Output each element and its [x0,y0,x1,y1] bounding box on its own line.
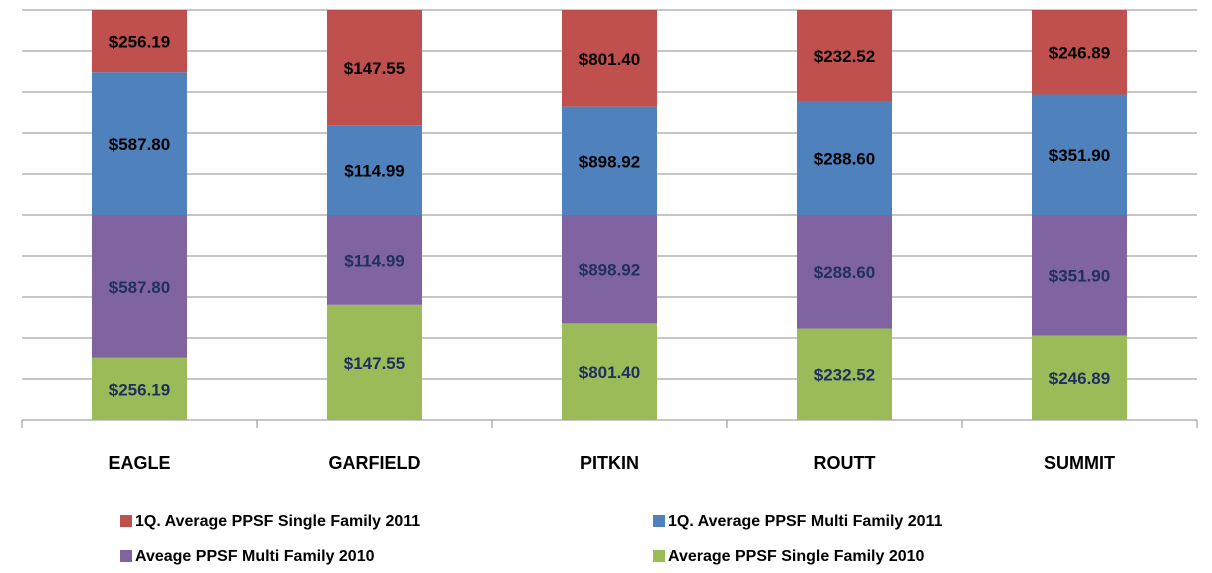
bar-segment [797,328,892,420]
legend-label: Average PPSF Single Family 2010 [668,548,925,565]
data-label: $351.90 [1049,146,1110,165]
bar-segment [92,72,187,215]
bar-segment [92,357,187,420]
data-label: $246.89 [1049,369,1110,388]
legend-label: Aveage PPSF Multi Family 2010 [135,548,375,565]
legend-label: 1Q. Average PPSF Single Family 2011 [135,513,420,530]
bar-segment [327,215,422,305]
data-label: $246.89 [1049,44,1110,63]
legend-swatch [653,550,665,562]
data-label: $147.55 [344,354,405,373]
legend-swatch [120,550,132,562]
data-label: $232.52 [814,47,875,66]
data-label: $801.40 [579,363,640,382]
x-tick-label: SUMMIT [1044,453,1115,473]
data-label: $114.99 [344,251,405,270]
x-tick-label: PITKIN [580,453,639,473]
data-label: $351.90 [1049,267,1110,286]
bar-segment [92,215,187,358]
data-label: $256.19 [109,33,170,52]
data-label: $288.60 [814,150,875,169]
data-label: $587.80 [109,278,170,297]
data-label: $232.52 [814,366,875,385]
bar-segment [1032,10,1127,95]
data-label: $288.60 [814,263,875,282]
data-label: $898.92 [579,152,640,171]
bar-segment [797,10,892,102]
x-tick-label: EAGLE [108,453,170,473]
bar-segment [562,215,657,324]
bar-segment [327,304,422,420]
bar-segment [562,10,657,107]
data-label: $147.55 [344,59,405,78]
bar-segment [92,10,187,73]
legend-swatch [120,515,132,527]
bar-segment [327,125,422,215]
x-tick-label: ROUTT [814,453,876,473]
bar-segment [1032,94,1127,215]
bar-segment [797,215,892,329]
data-label: $898.92 [579,261,640,280]
data-label: $256.19 [109,380,170,399]
bar-segment [797,101,892,215]
data-label: $587.80 [109,135,170,154]
data-label: $114.99 [344,162,405,181]
bar-segment [562,106,657,215]
bar-segment [327,10,422,126]
data-label: $801.40 [579,50,640,69]
bar-segment [562,323,657,420]
legend-label: 1Q. Average PPSF Multi Family 2011 [668,513,943,530]
bar-segment [1032,215,1127,336]
legend-swatch [653,515,665,527]
x-tick-label: GARFIELD [329,453,421,473]
bar-segment [1032,335,1127,420]
